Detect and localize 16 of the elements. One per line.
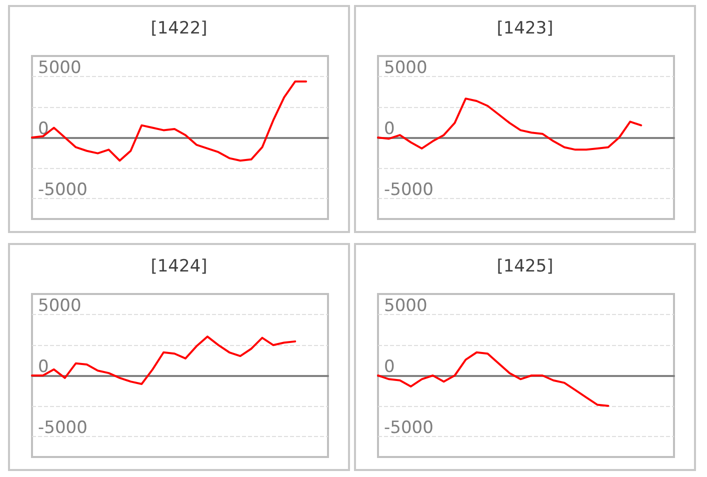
y-tick-label: -5000 bbox=[384, 180, 434, 200]
y-tick-label: -5000 bbox=[38, 418, 88, 438]
chart-title: [1424] bbox=[150, 256, 208, 276]
chart-title: [1425] bbox=[496, 256, 554, 276]
y-tick-label: -5000 bbox=[384, 418, 434, 438]
chart-title: [1422] bbox=[150, 18, 208, 38]
y-tick-label: 0 bbox=[38, 119, 49, 139]
y-tick-label: 0 bbox=[384, 357, 395, 377]
y-tick-label: -5000 bbox=[38, 180, 88, 200]
y-tick-label: 5000 bbox=[38, 296, 82, 316]
chart-title: [1423] bbox=[496, 18, 554, 38]
y-tick-label: 0 bbox=[38, 357, 49, 377]
y-tick-label: 5000 bbox=[384, 58, 428, 78]
y-tick-label: 5000 bbox=[384, 296, 428, 316]
y-tick-label: 5000 bbox=[38, 58, 82, 78]
y-tick-label: 0 bbox=[384, 119, 395, 139]
